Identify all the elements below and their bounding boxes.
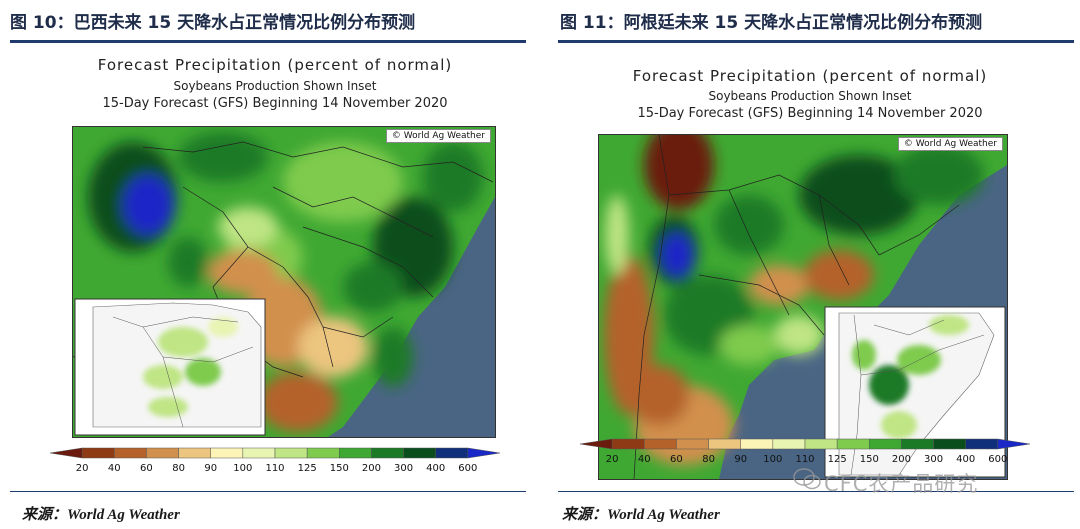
legend-swatch	[274, 447, 308, 459]
legend-label: 20	[606, 454, 619, 465]
legend-swatch	[611, 438, 645, 450]
legend-swatch	[579, 438, 613, 450]
legend-swatch	[708, 438, 741, 450]
bottom-rule-left	[10, 491, 526, 492]
legend-label: 125	[298, 463, 317, 474]
credit-label: © World Ag Weather	[385, 129, 491, 143]
legend-label: 40	[108, 463, 121, 474]
source-right: 来源：World Ag Weather	[562, 507, 720, 523]
title-rule-left	[10, 40, 526, 43]
precip-field	[604, 135, 984, 465]
legend-swatch	[403, 447, 436, 459]
legend-swatch	[869, 438, 902, 450]
legend-label: 20	[76, 463, 89, 474]
legend-swatch	[242, 447, 276, 459]
legend-swatch	[901, 438, 934, 450]
map-period: 15-Day Forecast (GFS) Beginning 14 Novem…	[637, 106, 983, 121]
bottom-rule-right	[558, 491, 1074, 492]
legend-label: 150	[330, 463, 349, 474]
map-title: Forecast Precipitation (percent of norma…	[97, 56, 453, 74]
legend-bar: 20 40 60 80 90 100 110 125 150 200 300 400 600	[49, 447, 501, 474]
legend-swatch	[49, 447, 83, 459]
legend-swatch	[114, 447, 147, 459]
legend-label: 150	[860, 454, 879, 465]
legend-label: 125	[828, 454, 847, 465]
figure-11-panel: Forecast Precipitation (percent of norma…	[570, 50, 1050, 480]
legend-label: 200	[362, 463, 381, 474]
legend-label: 600	[988, 454, 1007, 465]
legend-swatch	[997, 438, 1031, 450]
legend-label: 100	[233, 463, 252, 474]
legend-label: 110	[265, 463, 284, 474]
precip-field	[88, 132, 483, 432]
argentina-map-graphic	[599, 135, 1007, 479]
legend-label: 80	[702, 454, 715, 465]
legend-label: 300	[924, 454, 943, 465]
legend-swatch	[836, 438, 870, 450]
legend-label: 110	[795, 454, 814, 465]
brazil-precip-map: © World Ag Weather	[72, 126, 496, 438]
legend-label: 90	[204, 463, 217, 474]
legend-swatch	[339, 447, 372, 459]
legend-label: 400	[426, 463, 445, 474]
legend-label: 60	[670, 454, 683, 465]
map-period: 15-Day Forecast (GFS) Beginning 14 Novem…	[102, 96, 448, 111]
title-rule-right	[558, 40, 1074, 43]
legend-swatch	[146, 447, 179, 459]
legend-swatch	[772, 438, 806, 450]
legend-swatch	[467, 447, 501, 459]
source-left: 来源：World Ag Weather	[22, 507, 180, 523]
figure-10-title: 图 10：巴西未来 15 天降水占正常情况比例分布预测	[10, 13, 416, 33]
legend-swatch	[210, 447, 244, 459]
wechat-icon	[793, 468, 821, 490]
legend-swatch	[676, 438, 709, 450]
legend-swatch	[804, 438, 838, 450]
legend-swatch	[371, 447, 404, 459]
legend-label: 60	[140, 463, 153, 474]
legend-label: 400	[956, 454, 975, 465]
legend-label: 100	[763, 454, 782, 465]
colorbar-left: 20 40 60 80 90 100 110 125 150 200 300 400 600	[40, 446, 510, 474]
legend-swatch	[740, 438, 774, 450]
argentina-precip-map: © World Ag Weather	[598, 134, 1008, 480]
legend-swatch	[435, 447, 469, 459]
legend-label: 300	[394, 463, 413, 474]
legend-swatch	[81, 447, 115, 459]
colorbar-right: 20 40 60 80 90 100 110 125 150 200 300 400 600	[570, 437, 1040, 465]
brazil-map-graphic	[73, 127, 495, 437]
watermark-text: CFC农产品研究	[824, 472, 979, 496]
legend-swatch	[306, 447, 340, 459]
legend-bar: 20 40 60 80 90 100 110 125 150 200 300 400 600	[579, 438, 1031, 465]
legend-label: 90	[734, 454, 747, 465]
legend-swatch	[933, 438, 966, 450]
legend-swatch	[178, 447, 211, 459]
figure-10-panel: Forecast Precipitation (percent of norma…	[40, 50, 510, 474]
map-subtitle: Soybeans Production Shown Inset	[173, 79, 377, 93]
legend-swatch	[965, 438, 999, 450]
legend-label: 200	[892, 454, 911, 465]
legend-label: 40	[638, 454, 651, 465]
credit-label: © World Ag Weather	[897, 137, 1003, 151]
map-title: Forecast Precipitation (percent of norma…	[632, 67, 988, 85]
legend-swatch	[644, 438, 677, 450]
legend-label: 600	[458, 463, 477, 474]
legend-label: 80	[172, 463, 185, 474]
borders	[633, 135, 960, 479]
soybean-inset	[74, 298, 266, 436]
map-subtitle: Soybeans Production Shown Inset	[708, 89, 912, 103]
figure-11-title: 图 11：阿根廷未来 15 天降水占正常情况比例分布预测	[560, 13, 983, 33]
